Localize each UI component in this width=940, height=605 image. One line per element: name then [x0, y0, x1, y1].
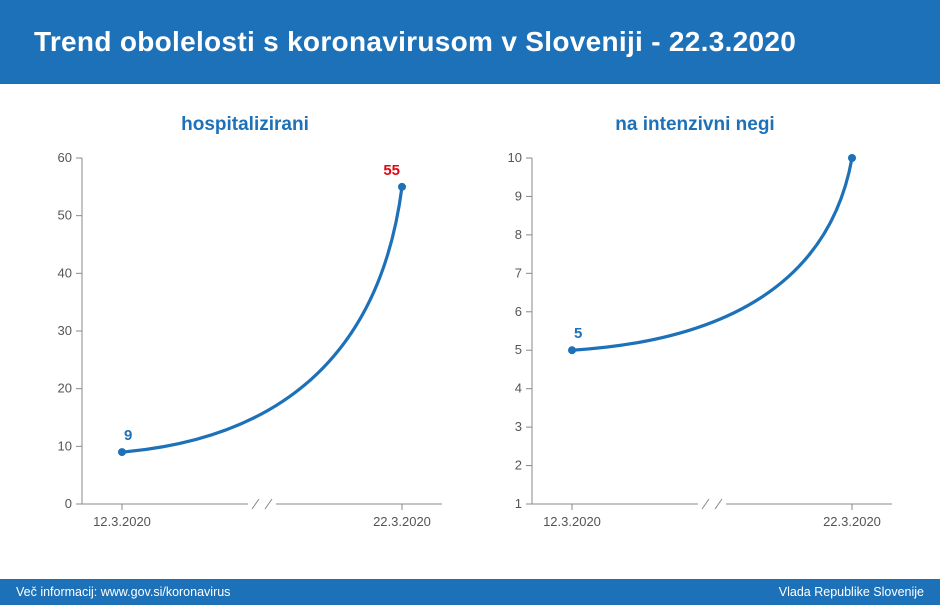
svg-text:10: 10 [833, 148, 850, 150]
svg-text:3: 3 [515, 419, 522, 434]
svg-text:12.3.2020: 12.3.2020 [93, 514, 151, 529]
svg-text:9: 9 [124, 427, 132, 444]
chart-intenzivna: na intenzivni negi 1 2 3 4 5 6 7 8 9 10 12.3.2020 2… [480, 114, 910, 554]
footer-left: Več informacij: www.gov.si/koronavirus [16, 585, 230, 599]
svg-text:50: 50 [58, 208, 72, 223]
page-title: Trend obolelosti s koronavirusom v Slove… [34, 26, 796, 58]
header-bar: Trend obolelosti s koronavirusom v Slove… [0, 0, 940, 84]
chart-title-hospitalizirani: hospitalizirani [30, 114, 460, 136]
svg-text:10: 10 [508, 150, 522, 165]
svg-text:40: 40 [58, 265, 72, 280]
svg-text:5: 5 [515, 342, 522, 357]
svg-text:4: 4 [515, 381, 522, 396]
svg-text:30: 30 [58, 323, 72, 338]
svg-text:1: 1 [515, 496, 522, 511]
chart-title-intenzivna: na intenzivni negi [480, 114, 910, 136]
chart-hospitalizirani: hospitalizirani 0 10 20 30 40 50 60 12.3.2020 22… [30, 114, 460, 554]
svg-text:2: 2 [515, 458, 522, 473]
svg-text:55: 55 [383, 162, 400, 179]
svg-text:7: 7 [515, 265, 522, 280]
svg-text:60: 60 [58, 150, 72, 165]
svg-text:22.3.2020: 22.3.2020 [373, 514, 431, 529]
svg-text:10: 10 [58, 438, 72, 453]
svg-text:9: 9 [515, 188, 522, 203]
svg-text:20: 20 [58, 381, 72, 396]
chart-svg-intenzivna: 1 2 3 4 5 6 7 8 9 10 12.3.2020 22.3.2020 5 10 [480, 148, 910, 548]
chart-svg-hospitalizirani: 0 10 20 30 40 50 60 12.3.2020 22.3.2020 9 55 [30, 148, 460, 548]
charts-row: hospitalizirani 010203040506012.3.202022… [0, 84, 940, 579]
svg-text:22.3.2020: 22.3.2020 [823, 514, 881, 529]
svg-text:12.3.2020: 12.3.2020 [543, 514, 601, 529]
svg-text:0: 0 [65, 496, 72, 511]
footer-bar: Več informacij: www.gov.si/koronavirus V… [0, 579, 940, 605]
svg-text:5: 5 [574, 325, 582, 342]
footer-right: Vlada Republike Slovenije [779, 585, 924, 599]
svg-text:6: 6 [515, 304, 522, 319]
svg-text:8: 8 [515, 227, 522, 242]
